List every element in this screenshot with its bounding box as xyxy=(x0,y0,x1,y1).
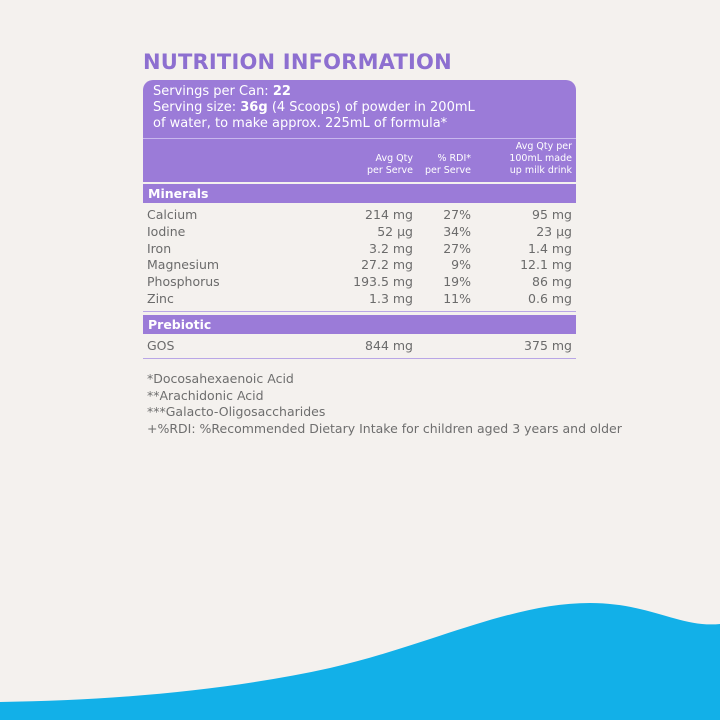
size-value: 36g xyxy=(240,100,268,115)
footnote: ***Galacto-Oligosaccharides xyxy=(147,404,326,420)
serving-info: Servings per Can: 22 Serving size: 36g (… xyxy=(153,84,475,132)
section-rule xyxy=(143,310,576,312)
nutrient-value: 12.1 mg xyxy=(520,257,572,273)
separator xyxy=(143,138,576,139)
nutrient-value: 214 mg xyxy=(365,207,413,222)
column-header: % RDI* xyxy=(437,153,471,164)
nutrient-value: 27.2 mg xyxy=(361,257,413,273)
section-bar xyxy=(143,314,576,334)
footnote: **Arachidonic Acid xyxy=(147,387,264,403)
column-header: per Serve xyxy=(366,165,413,176)
nutrient-value: 86 mg xyxy=(532,274,572,290)
nutrient-value: 3.2 mg xyxy=(369,240,413,256)
section-title: Prebiotic xyxy=(148,316,212,332)
nutrient-name: Iron xyxy=(147,240,172,256)
servings-line: Servings per Can: 22 xyxy=(153,84,475,100)
nutrient-value: 9% xyxy=(451,257,471,273)
servings-label: Servings per Can: xyxy=(153,84,269,99)
section-rule xyxy=(143,357,576,359)
nutrient-name: Zinc xyxy=(147,291,174,306)
nutrient-value: 27% xyxy=(443,240,471,256)
footnote: *Docosahexaenoic Acid xyxy=(147,371,294,386)
nutrient-name: Iodine xyxy=(147,223,186,239)
nutrient-value: 1.4 mg xyxy=(528,240,572,256)
nutrient-value: 34% xyxy=(443,223,471,239)
nutrient-value: 0.6 mg xyxy=(528,291,572,306)
nutrient-value: 844 mg xyxy=(365,337,413,353)
column-header: 100mL made xyxy=(509,153,572,164)
size-line: Serving size: 36g (4 Scoops) of powder i… xyxy=(153,100,475,116)
column-header: per Serve xyxy=(424,165,471,176)
header-box xyxy=(143,80,576,182)
nutrient-name: GOS xyxy=(147,337,175,353)
size-label: Serving size: xyxy=(153,100,237,115)
servings-value: 22 xyxy=(272,84,291,99)
size-line2: of water, to make approx. 225mL of formu… xyxy=(153,116,448,131)
nutrient-value: 95 mg xyxy=(532,207,572,222)
wave xyxy=(0,603,720,720)
nutrient-value: 19% xyxy=(443,274,471,290)
nutrient-value: 27% xyxy=(443,207,471,222)
nutrient-value: 1.3 mg xyxy=(369,291,413,306)
nutrient-value: 52 µg xyxy=(377,223,413,239)
section-bar xyxy=(143,184,576,203)
nutrient-name: Calcium xyxy=(147,207,198,222)
section-title: Minerals xyxy=(148,186,209,201)
nutrient-value: 11% xyxy=(443,291,471,306)
nutrient-value: 375 mg xyxy=(524,337,572,353)
column-header: up milk drink xyxy=(509,165,572,176)
nutrient-value: 193.5 mg xyxy=(353,274,413,290)
nutrient-name: Phosphorus xyxy=(147,274,220,290)
column-header: Avg Qty xyxy=(375,153,413,164)
size-rest: (4 Scoops) of powder in 200mL xyxy=(271,100,475,115)
nutrient-value: 23 µg xyxy=(536,223,572,239)
column-header: Avg Qty per xyxy=(515,141,572,152)
title: NUTRITION INFORMATION xyxy=(143,50,452,74)
nutrient-name: Magnesium xyxy=(147,257,220,273)
footnote: +%RDI: %Recommended Dietary Intake for c… xyxy=(147,420,622,436)
